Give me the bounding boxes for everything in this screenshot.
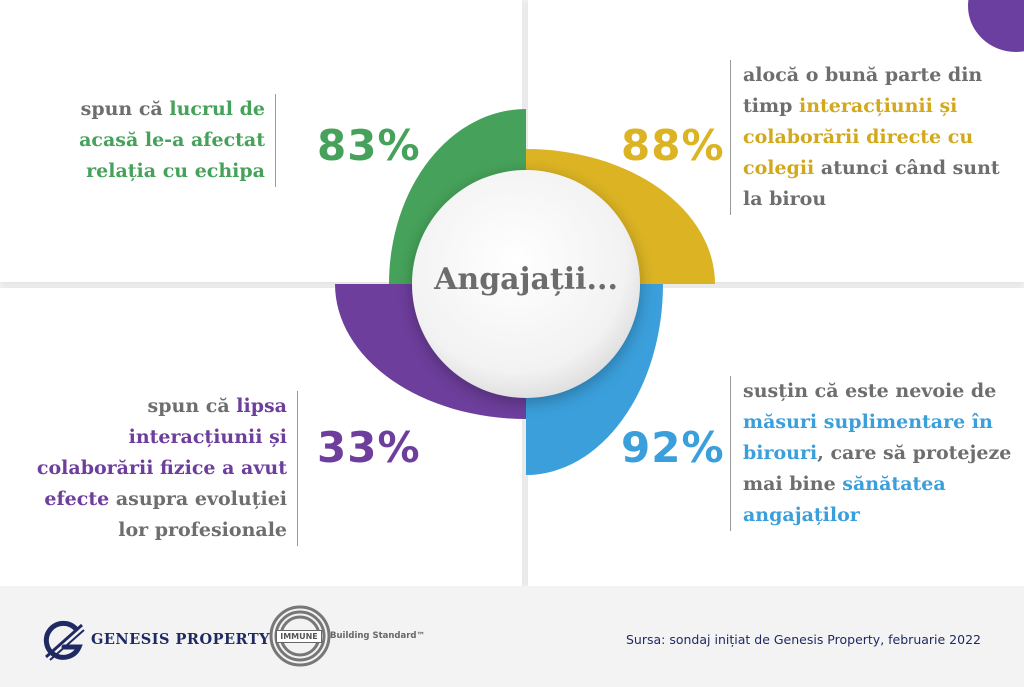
footer — [0, 586, 1024, 687]
percent-top-right: 88% — [621, 121, 725, 170]
ring-diagram — [335, 109, 715, 475]
desc-highlight: măsuri suplimentare în birouri — [743, 411, 993, 464]
percent-bottom-right: 92% — [621, 423, 725, 472]
desc-highlight: lipsa interacțiunii și colaborării fizic… — [36, 395, 287, 510]
source-note: Sursa: sondaj inițiat de Genesis Propert… — [626, 632, 981, 647]
desc-highlight: lucrul de acasă le-a afectat relația cu … — [79, 98, 265, 182]
center-circle — [412, 170, 640, 398]
percent-top-left: 83% — [317, 121, 421, 170]
desc-text: susțin că este nevoie de — [743, 380, 997, 402]
genesis-g-logo-icon — [43, 620, 85, 661]
description-top-left: spun că lucrul de acasă le-a afectat rel… — [15, 94, 276, 187]
genesis-brand-name: GENESIS PROPERTY — [91, 631, 270, 648]
description-bottom-right: susțin că este nevoie de măsuri suplimen… — [730, 376, 1013, 531]
desc-text: spun că — [80, 98, 170, 120]
center-label: Angajații... — [434, 262, 618, 297]
desc-text: asupra evoluției lor profesionale — [109, 488, 287, 541]
immune-standard-label: Building Standard™ — [330, 631, 426, 641]
percent-bottom-left: 33% — [317, 423, 421, 472]
description-top-right: alocă o bună parte din timp interacțiuni… — [730, 60, 1003, 215]
description-bottom-left: spun că lipsa interacțiunii și colaborăr… — [17, 391, 298, 546]
desc-text: atunci când sunt la birou — [743, 157, 1000, 210]
desc-highlight: interacțiunii și colaborării directe cu … — [743, 95, 974, 179]
immune-wordmark: IMMUNE — [276, 630, 322, 643]
desc-text: , care să protejeze mai bine — [743, 442, 1012, 495]
desc-text: spun că — [147, 395, 237, 417]
desc-text: alocă o bună parte din timp — [743, 64, 983, 117]
desc-highlight: sănătatea angajaților — [743, 473, 946, 526]
